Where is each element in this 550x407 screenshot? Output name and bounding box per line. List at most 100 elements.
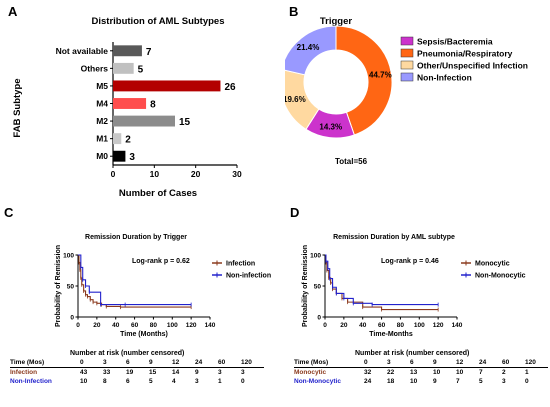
km-title: Remission Duration by Trigger — [85, 234, 187, 241]
chart-a-category-label: Not available — [56, 46, 109, 56]
risk-value-cell: 9 — [433, 378, 437, 385]
risk-row: Monocytic 32 22 13 10 10 7 2 1 — [294, 368, 548, 378]
chart-b-title: Trigger — [320, 16, 353, 27]
risk-time-cell: 9 — [149, 358, 172, 368]
km-xtick-label: 80 — [397, 322, 405, 329]
risk-value-cell: 7 — [456, 378, 460, 385]
risk-value-cell: 8 — [103, 378, 107, 385]
chart-a-category-label: M5 — [96, 81, 108, 91]
risk-value-cell: 6 — [126, 378, 130, 385]
km-legend-label: Non-Monocytic — [475, 273, 526, 280]
chart-a-bar — [113, 115, 175, 127]
chart-a-value-label: 26 — [224, 82, 236, 93]
chart-a-title: Distribution of AML Subtypes — [92, 16, 225, 27]
chart-a-value-label: 7 — [146, 47, 152, 58]
chart-b-legend-label: Non-Infection — [417, 73, 472, 83]
chart-a-value-label: 8 — [150, 100, 156, 111]
km-annotation: Log-rank p = 0.62 — [132, 258, 190, 265]
risk-header-row: Time (Mos) 0 3 6 9 12 24 60 120 — [10, 358, 264, 368]
km-title: Remission Duration by AML subtype — [333, 234, 455, 241]
chart-b-slice — [285, 69, 320, 130]
chart-b-legend-label: Other/Unspecified Infection — [417, 61, 528, 71]
km-legend-label: Infection — [226, 261, 255, 268]
chart-a-xlabel: Number of Cases — [119, 188, 197, 199]
km-xlabel: Time-Months — [369, 331, 413, 338]
risk-time-cell: 12 — [456, 358, 479, 368]
chart-a-bar — [113, 150, 126, 162]
risk-value-cell: 18 — [387, 378, 395, 385]
chart-b-legend-label: Pneumonia/Respiratory — [417, 49, 513, 59]
km-ytick-label: 0 — [317, 315, 321, 322]
chart-b-slice — [335, 25, 393, 136]
chart-a-bar — [113, 45, 142, 57]
chart-c-km-trigger: Remission Duration by Trigger Probability… — [55, 234, 271, 338]
risk-row: Infection 43 33 19 15 14 9 3 3 — [10, 368, 264, 378]
chart-a-xtick-label: 30 — [232, 169, 242, 179]
risk-value-cell: 1 — [218, 378, 222, 385]
chart-a-value-label: 3 — [129, 152, 135, 163]
km-series-line — [325, 254, 439, 306]
chart-a-bar — [113, 62, 134, 74]
chart-a-xtick-label: 10 — [150, 169, 160, 179]
chart-a-bar — [113, 80, 221, 92]
risk-time-cell: 3 — [103, 358, 126, 368]
km-xtick-label: 120 — [433, 322, 444, 329]
risk-value-cell: 10 — [410, 378, 418, 385]
chart-b-slice-label: 14.3% — [319, 123, 342, 132]
panel-label-b: B — [289, 4, 299, 19]
risk-row-label: Non-Monocytic — [294, 378, 341, 385]
risk-value-cell: 7 — [479, 369, 483, 376]
km-xtick-label: 40 — [359, 322, 367, 329]
risk-value-cell: 3 — [218, 369, 222, 376]
chart-a-bar — [113, 98, 147, 109]
km-xtick-label: 100 — [414, 322, 425, 329]
risk-value-cell: 0 — [525, 378, 529, 385]
chart-a-xtick-label: 0 — [111, 169, 116, 179]
risk-value-cell: 5 — [479, 378, 483, 385]
risk-value-cell: 2 — [502, 369, 506, 376]
km-ytick-label: 100 — [310, 253, 321, 260]
risk-value-cell: 10 — [456, 369, 464, 376]
km-xtick-label: 0 — [76, 322, 80, 329]
chart-b-slice-label: 19.6% — [285, 95, 306, 104]
chart-a-category-label: M4 — [96, 99, 108, 109]
chart-b-trigger: Trigger 44.7% 14.3% 19.6% 21.4% Sepsis/Bact… — [285, 16, 528, 166]
km-ytick-label: 50 — [67, 284, 75, 291]
km-xtick-label: 0 — [323, 322, 327, 329]
km-xtick-label: 140 — [205, 322, 216, 329]
risk-value-cell: 13 — [410, 369, 418, 376]
chart-b-legend-swatch — [400, 36, 414, 46]
km-xlabel: Time (Months) — [120, 331, 168, 338]
risk-value-cell: 3 — [195, 378, 199, 385]
chart-b-slice-label: 44.7% — [369, 71, 392, 80]
risk-row-label: Infection — [10, 369, 38, 376]
risk-time-cell: 3 — [387, 358, 410, 368]
panel-label-a: A — [8, 4, 18, 19]
chart-b-total: Total=56 — [335, 157, 368, 166]
panel-label-c: C — [4, 205, 14, 220]
risk-value-cell: 43 — [80, 369, 88, 376]
risk-row: Non-Infection 10 8 6 5 4 3 1 0 — [10, 377, 264, 386]
risk-value-cell: 33 — [103, 369, 111, 376]
risk-value-cell: 4 — [172, 378, 176, 385]
risk-time-cell: 0 — [364, 358, 387, 368]
km-xtick-label: 60 — [131, 322, 139, 329]
km-ytick-label: 0 — [70, 315, 74, 322]
risk-header-label: Time (Mos) — [294, 358, 364, 368]
risk-value-cell: 3 — [502, 378, 506, 385]
risk-value-cell: 14 — [172, 369, 180, 376]
risk-value-cell: 10 — [433, 369, 441, 376]
risk-row: Non-Monocytic 24 18 10 9 7 5 3 0 — [294, 377, 548, 386]
risk-table-c: Time (Mos) 0 3 6 9 12 24 60 120 Infection 43 33 19 15… — [10, 358, 264, 386]
chart-b-legend-swatch — [400, 72, 414, 82]
chart-a-category-label: M1 — [96, 134, 108, 144]
risk-time-cell: 60 — [218, 358, 241, 368]
km-ylabel: Probability of Remission — [302, 245, 309, 327]
risk-time-cell: 6 — [410, 358, 433, 368]
panel-label-d: D — [290, 205, 300, 220]
chart-b-legend-swatch — [400, 60, 414, 70]
risk-title-c: Number at risk (number censored) — [70, 350, 185, 357]
risk-row-label: Monocytic — [294, 369, 327, 376]
km-ytick-label: 50 — [314, 284, 322, 291]
risk-value-cell: 0 — [241, 378, 245, 385]
